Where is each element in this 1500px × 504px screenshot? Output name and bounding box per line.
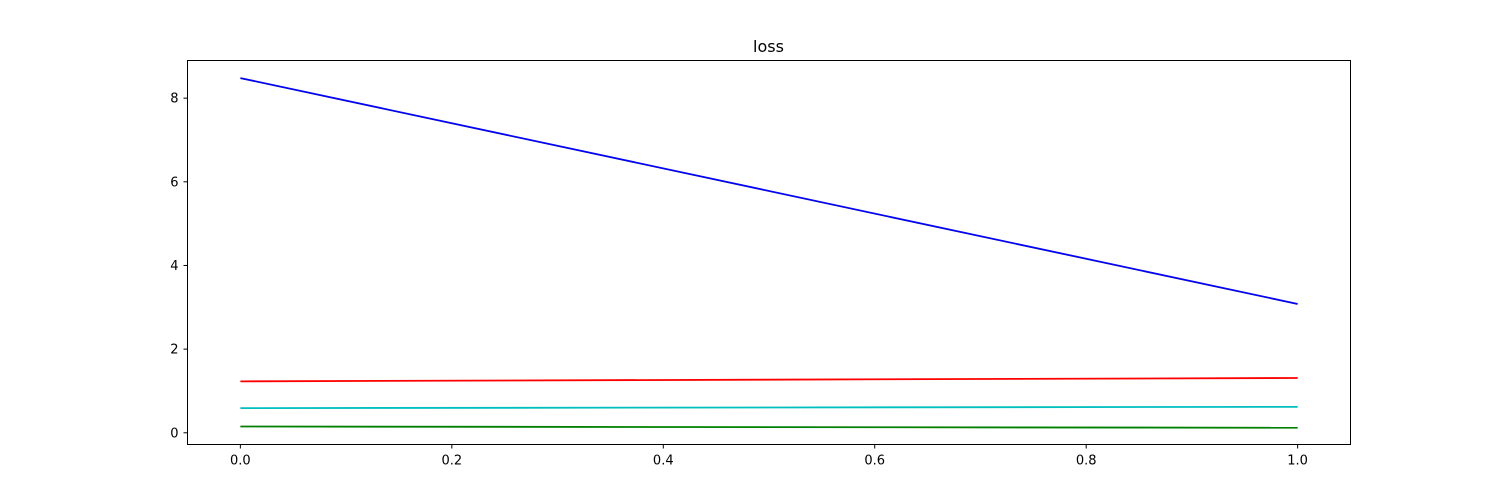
series-line-3: [240, 405, 1298, 410]
y-tick-label: 2: [170, 343, 178, 358]
y-tick-label: 0: [170, 426, 178, 441]
series-layer: [240, 77, 1298, 429]
y-tick-label: 4: [170, 259, 178, 274]
series-line-4: [240, 425, 1298, 429]
series-line-1: [240, 77, 1298, 305]
x-tick-label: 0.2: [441, 454, 462, 469]
x-tick-label: 0.4: [653, 454, 674, 469]
x-tick-label: 0.0: [230, 454, 251, 469]
x-tick-label: 1.0: [1287, 454, 1308, 469]
y-axis: 0 2 4 6 8: [170, 92, 188, 441]
series-line-2: [240, 377, 1298, 383]
x-tick-label: 0.8: [1076, 454, 1097, 469]
plot-area-frame: [187, 60, 1351, 445]
chart-title: loss: [753, 37, 784, 56]
x-tick-label: 0.6: [864, 454, 885, 469]
y-tick-label: 8: [170, 92, 178, 107]
x-axis: 0.0 0.2 0.4 0.6 0.8 1.0: [230, 444, 1308, 469]
y-tick-label: 6: [170, 175, 178, 190]
